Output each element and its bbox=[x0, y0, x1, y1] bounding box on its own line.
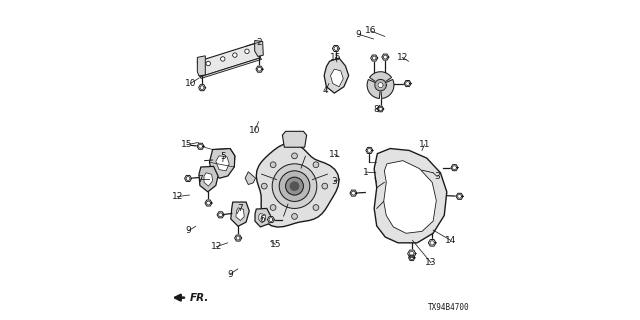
Circle shape bbox=[292, 213, 298, 219]
Circle shape bbox=[292, 153, 298, 159]
Text: 3: 3 bbox=[332, 177, 337, 186]
Polygon shape bbox=[205, 200, 212, 206]
Polygon shape bbox=[382, 54, 389, 60]
Circle shape bbox=[322, 183, 328, 189]
Polygon shape bbox=[404, 81, 411, 87]
Polygon shape bbox=[209, 148, 235, 178]
Polygon shape bbox=[245, 172, 255, 185]
Polygon shape bbox=[282, 131, 307, 147]
Text: 12: 12 bbox=[172, 192, 183, 201]
Text: 10: 10 bbox=[184, 79, 196, 88]
Text: 15: 15 bbox=[330, 53, 341, 62]
Polygon shape bbox=[408, 250, 416, 257]
Polygon shape bbox=[367, 79, 381, 99]
Polygon shape bbox=[216, 156, 229, 171]
Polygon shape bbox=[408, 255, 415, 260]
Polygon shape bbox=[451, 164, 458, 171]
Polygon shape bbox=[268, 217, 275, 223]
Polygon shape bbox=[259, 213, 266, 223]
Polygon shape bbox=[256, 66, 263, 72]
Polygon shape bbox=[199, 166, 218, 192]
Text: 11: 11 bbox=[419, 140, 430, 149]
Text: 7: 7 bbox=[197, 175, 203, 184]
Polygon shape bbox=[255, 208, 271, 227]
Polygon shape bbox=[374, 148, 447, 243]
Text: 6: 6 bbox=[260, 215, 266, 224]
Polygon shape bbox=[371, 55, 378, 61]
Polygon shape bbox=[231, 202, 249, 226]
Polygon shape bbox=[236, 208, 244, 220]
Polygon shape bbox=[204, 173, 212, 186]
Polygon shape bbox=[366, 148, 373, 154]
Text: 15: 15 bbox=[181, 140, 193, 149]
Text: 2: 2 bbox=[257, 38, 262, 47]
Polygon shape bbox=[217, 212, 224, 218]
Text: 9: 9 bbox=[227, 269, 233, 279]
Polygon shape bbox=[332, 45, 339, 52]
Circle shape bbox=[313, 205, 319, 210]
Text: 9: 9 bbox=[355, 30, 361, 39]
Polygon shape bbox=[378, 106, 384, 112]
Circle shape bbox=[313, 162, 319, 168]
Circle shape bbox=[272, 164, 317, 208]
Polygon shape bbox=[384, 161, 436, 233]
Circle shape bbox=[261, 183, 267, 189]
Polygon shape bbox=[198, 85, 205, 91]
Text: 12: 12 bbox=[397, 53, 408, 62]
Text: TX94B4700: TX94B4700 bbox=[428, 303, 469, 312]
Polygon shape bbox=[256, 143, 339, 227]
Text: 4: 4 bbox=[323, 86, 328, 95]
Text: FR.: FR. bbox=[189, 293, 209, 303]
Circle shape bbox=[279, 171, 310, 201]
Polygon shape bbox=[197, 143, 204, 149]
Polygon shape bbox=[375, 79, 387, 91]
Polygon shape bbox=[381, 79, 394, 99]
Polygon shape bbox=[197, 56, 205, 76]
Text: 13: 13 bbox=[425, 258, 436, 267]
Text: 7: 7 bbox=[237, 204, 243, 213]
Polygon shape bbox=[200, 58, 262, 78]
Circle shape bbox=[291, 182, 299, 190]
Polygon shape bbox=[324, 58, 349, 93]
Circle shape bbox=[270, 205, 276, 210]
Polygon shape bbox=[378, 83, 383, 88]
Text: 1: 1 bbox=[364, 168, 369, 177]
Text: 10: 10 bbox=[249, 126, 260, 135]
Circle shape bbox=[285, 177, 303, 195]
Text: 11: 11 bbox=[328, 150, 340, 159]
Polygon shape bbox=[184, 175, 191, 181]
Polygon shape bbox=[350, 190, 357, 196]
Text: 5: 5 bbox=[221, 152, 227, 161]
Text: 3: 3 bbox=[435, 172, 440, 181]
Polygon shape bbox=[197, 43, 260, 77]
Polygon shape bbox=[330, 69, 343, 87]
Polygon shape bbox=[369, 72, 392, 85]
Text: 12: 12 bbox=[211, 242, 222, 251]
Text: 16: 16 bbox=[365, 27, 377, 36]
Circle shape bbox=[206, 61, 211, 66]
Text: 15: 15 bbox=[269, 240, 281, 249]
Text: 9: 9 bbox=[186, 226, 191, 235]
Polygon shape bbox=[255, 41, 263, 56]
Polygon shape bbox=[235, 235, 242, 241]
Circle shape bbox=[232, 53, 237, 57]
Circle shape bbox=[221, 57, 225, 61]
Text: 8: 8 bbox=[373, 105, 379, 114]
Circle shape bbox=[244, 49, 249, 53]
Polygon shape bbox=[428, 240, 436, 246]
Polygon shape bbox=[456, 193, 463, 199]
Circle shape bbox=[270, 162, 276, 168]
Text: 14: 14 bbox=[445, 236, 456, 245]
